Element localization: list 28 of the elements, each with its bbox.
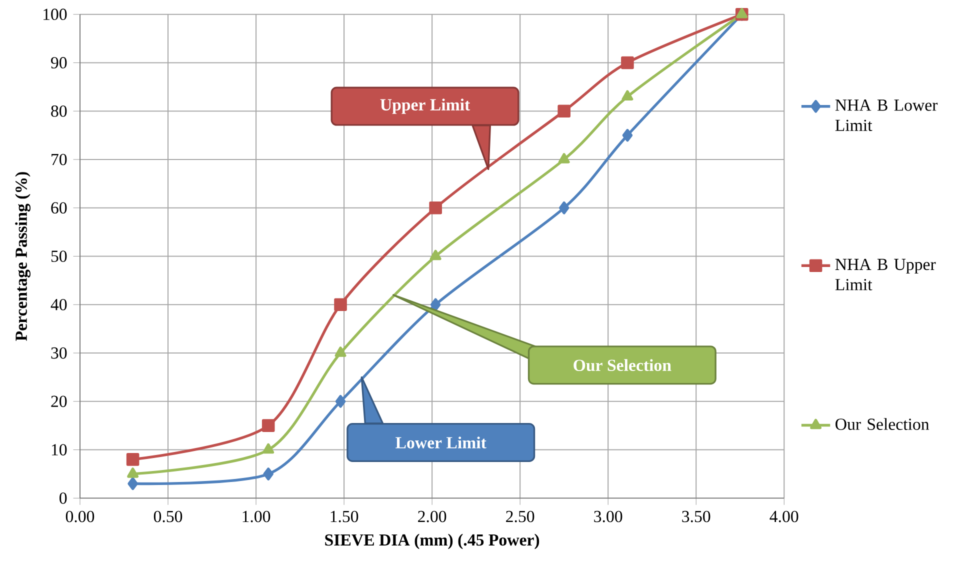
x-tick-label: 2.50 <box>506 510 534 522</box>
y-tick-label: 70 <box>52 154 67 166</box>
x-tick-label: 1.00 <box>242 510 270 522</box>
annotation: Lower Limit <box>396 436 486 448</box>
annotation: Upper Limit <box>380 98 470 114</box>
x-tick-label: 3.00 <box>594 510 622 522</box>
y-axis-title: Percentage Passing (%) <box>15 172 31 341</box>
y-tick-label: 90 <box>51 57 67 68</box>
y-tick-label: 0 <box>60 492 67 504</box>
x-tick-label: 4.00 <box>770 510 798 522</box>
annotation: Our Selection <box>574 359 672 371</box>
x-tick-label: 2.00 <box>418 510 446 522</box>
x-tick-label: 0.00 <box>66 510 94 522</box>
legend-label: NHA B Lower Limit <box>835 99 938 131</box>
x-axis-title: SIEVE DIA (mm) (.45 Power) <box>325 534 540 550</box>
x-tick-label: 3.50 <box>682 510 710 522</box>
legend-label: Our Selection <box>836 418 930 430</box>
y-tick-label: 100 <box>44 8 67 20</box>
legend-label: NHA B Upper Limit <box>835 258 936 290</box>
x-tick-label: 1.50 <box>330 510 358 522</box>
y-tick-label: 60 <box>51 202 67 214</box>
y-tick-label: 40 <box>50 298 67 310</box>
y-tick-label: 80 <box>51 105 67 117</box>
y-tick-label: 20 <box>51 396 67 408</box>
y-tick-label: 10 <box>52 444 67 456</box>
y-tick-label: 30 <box>51 347 67 359</box>
x-tick-label: 0.50 <box>154 510 182 522</box>
y-tick-label: 50 <box>51 250 67 262</box>
